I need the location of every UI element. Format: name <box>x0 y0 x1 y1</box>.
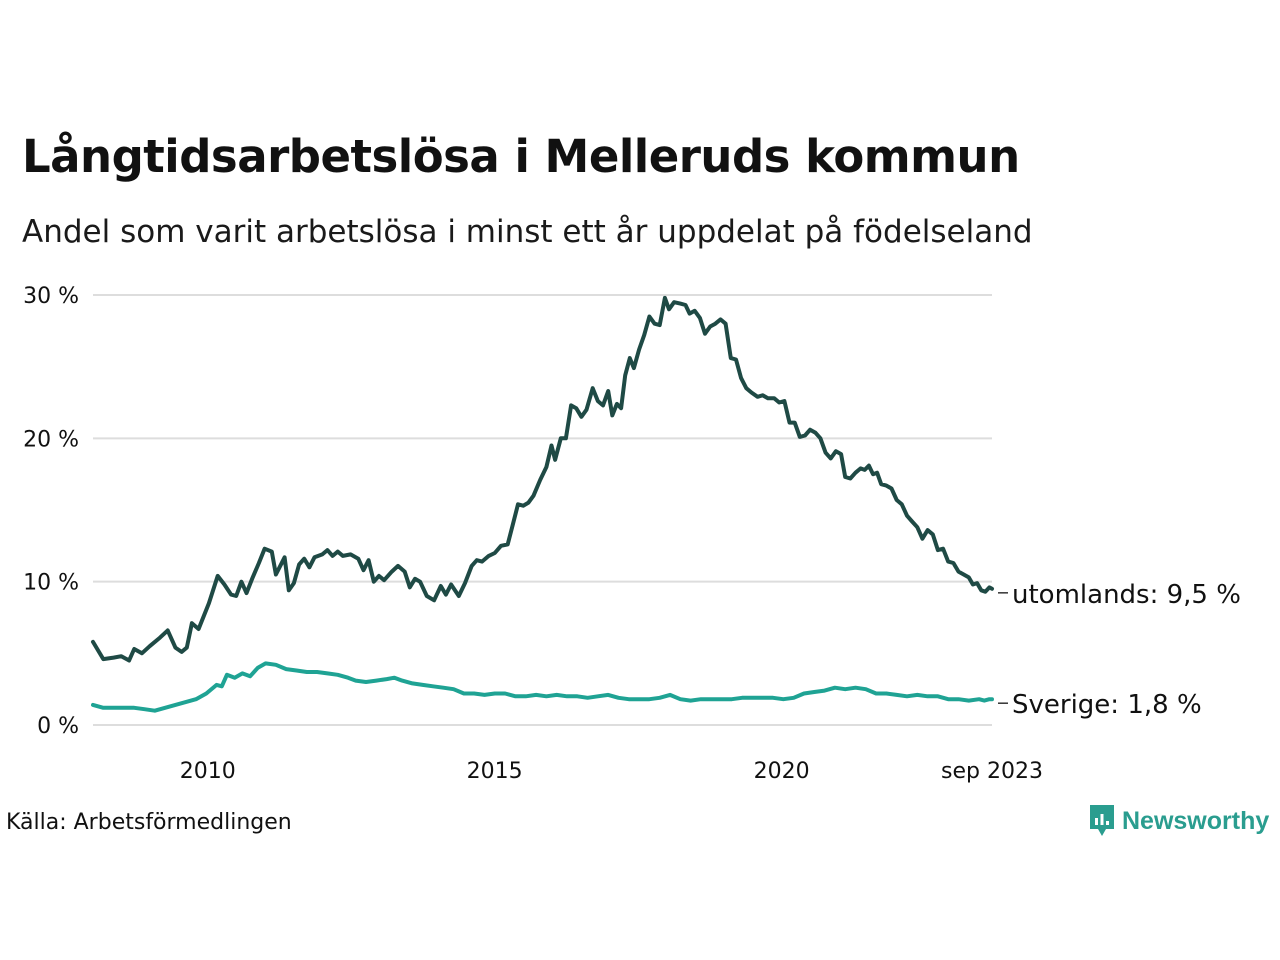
newsworthy-logo: Newsworthy <box>1088 803 1269 839</box>
end-labels: utomlands: 9,5 % Sverige: 1,8 % <box>998 580 1241 720</box>
x-tick-label: 2015 <box>467 759 523 784</box>
series-lines <box>91 295 994 713</box>
x-tick-label: sep 2023 <box>941 759 1043 784</box>
newsworthy-logo-text: Newsworthy <box>1122 806 1270 835</box>
y-axis-ticks: 0 % 10 % 20 % 30 % <box>23 284 79 739</box>
y-tick-label: 30 % <box>23 284 79 309</box>
y-tick-label: 0 % <box>37 714 79 739</box>
source-note: Källa: Arbetsförmedlingen <box>6 810 292 835</box>
y-tick-label: 20 % <box>23 427 79 452</box>
grid-lines <box>93 294 992 726</box>
series-line-utomlands <box>91 295 994 663</box>
newsworthy-logo-icon <box>1090 805 1114 836</box>
end-label-sverige: Sverige: 1,8 % <box>1012 690 1202 720</box>
x-axis-ticks: 2010 2015 2020 sep 2023 <box>180 759 1043 784</box>
y-tick-label: 10 % <box>23 571 79 596</box>
series-line-sverige <box>91 661 994 713</box>
x-tick-label: 2010 <box>180 759 236 784</box>
chart-subtitle: Andel som varit arbetslösa i minst ett å… <box>22 214 1033 250</box>
end-label-utomlands: utomlands: 9,5 % <box>1012 580 1241 610</box>
chart-title: Långtidsarbetslösa i Melleruds kommun <box>22 130 1020 183</box>
x-tick-label: 2020 <box>754 759 810 784</box>
